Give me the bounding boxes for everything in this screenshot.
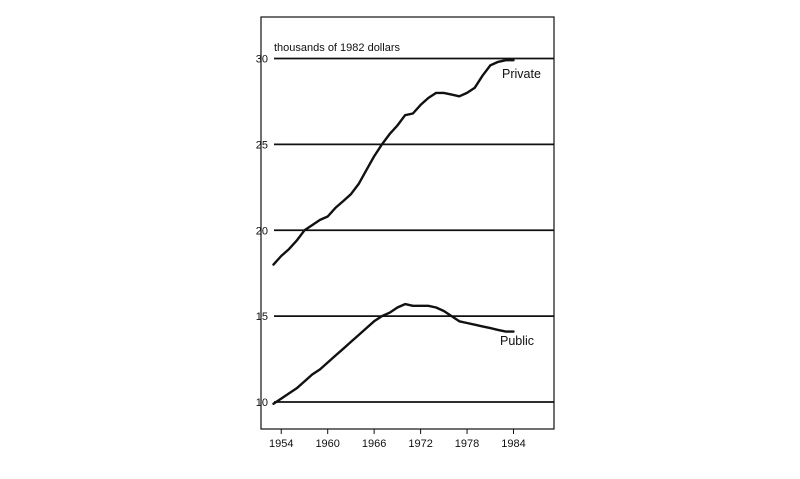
- y-unit-label: thousands of 1982 dollars: [274, 42, 400, 54]
- gridlines: [274, 57, 554, 403]
- series-label-public: Public: [500, 334, 534, 348]
- series-label-private: Private: [502, 67, 541, 81]
- chart-frame: [260, 16, 555, 430]
- y-tick-label-25: 25: [256, 139, 268, 151]
- y-tick-label-30: 30: [256, 54, 268, 66]
- y-tick-label-10: 10: [256, 397, 268, 409]
- y-tick-label-15: 15: [256, 311, 268, 323]
- y-tick-label-20: 20: [256, 225, 268, 237]
- x-tick-label-1984: 1984: [501, 438, 525, 450]
- series-line-private: [272, 59, 515, 266]
- tick-labels: 10 15 20 25 30 1954 1960 1966 1972 1978 1984: [256, 54, 526, 451]
- x-tick-label-1972: 1972: [408, 438, 432, 450]
- series-line-public: [272, 302, 515, 405]
- x-tick-label-1978: 1978: [455, 438, 479, 450]
- x-tick-label-1954: 1954: [269, 438, 293, 450]
- series-lines: [272, 59, 515, 405]
- x-tick-label-1960: 1960: [315, 438, 339, 450]
- x-tick-label-1966: 1966: [362, 438, 386, 450]
